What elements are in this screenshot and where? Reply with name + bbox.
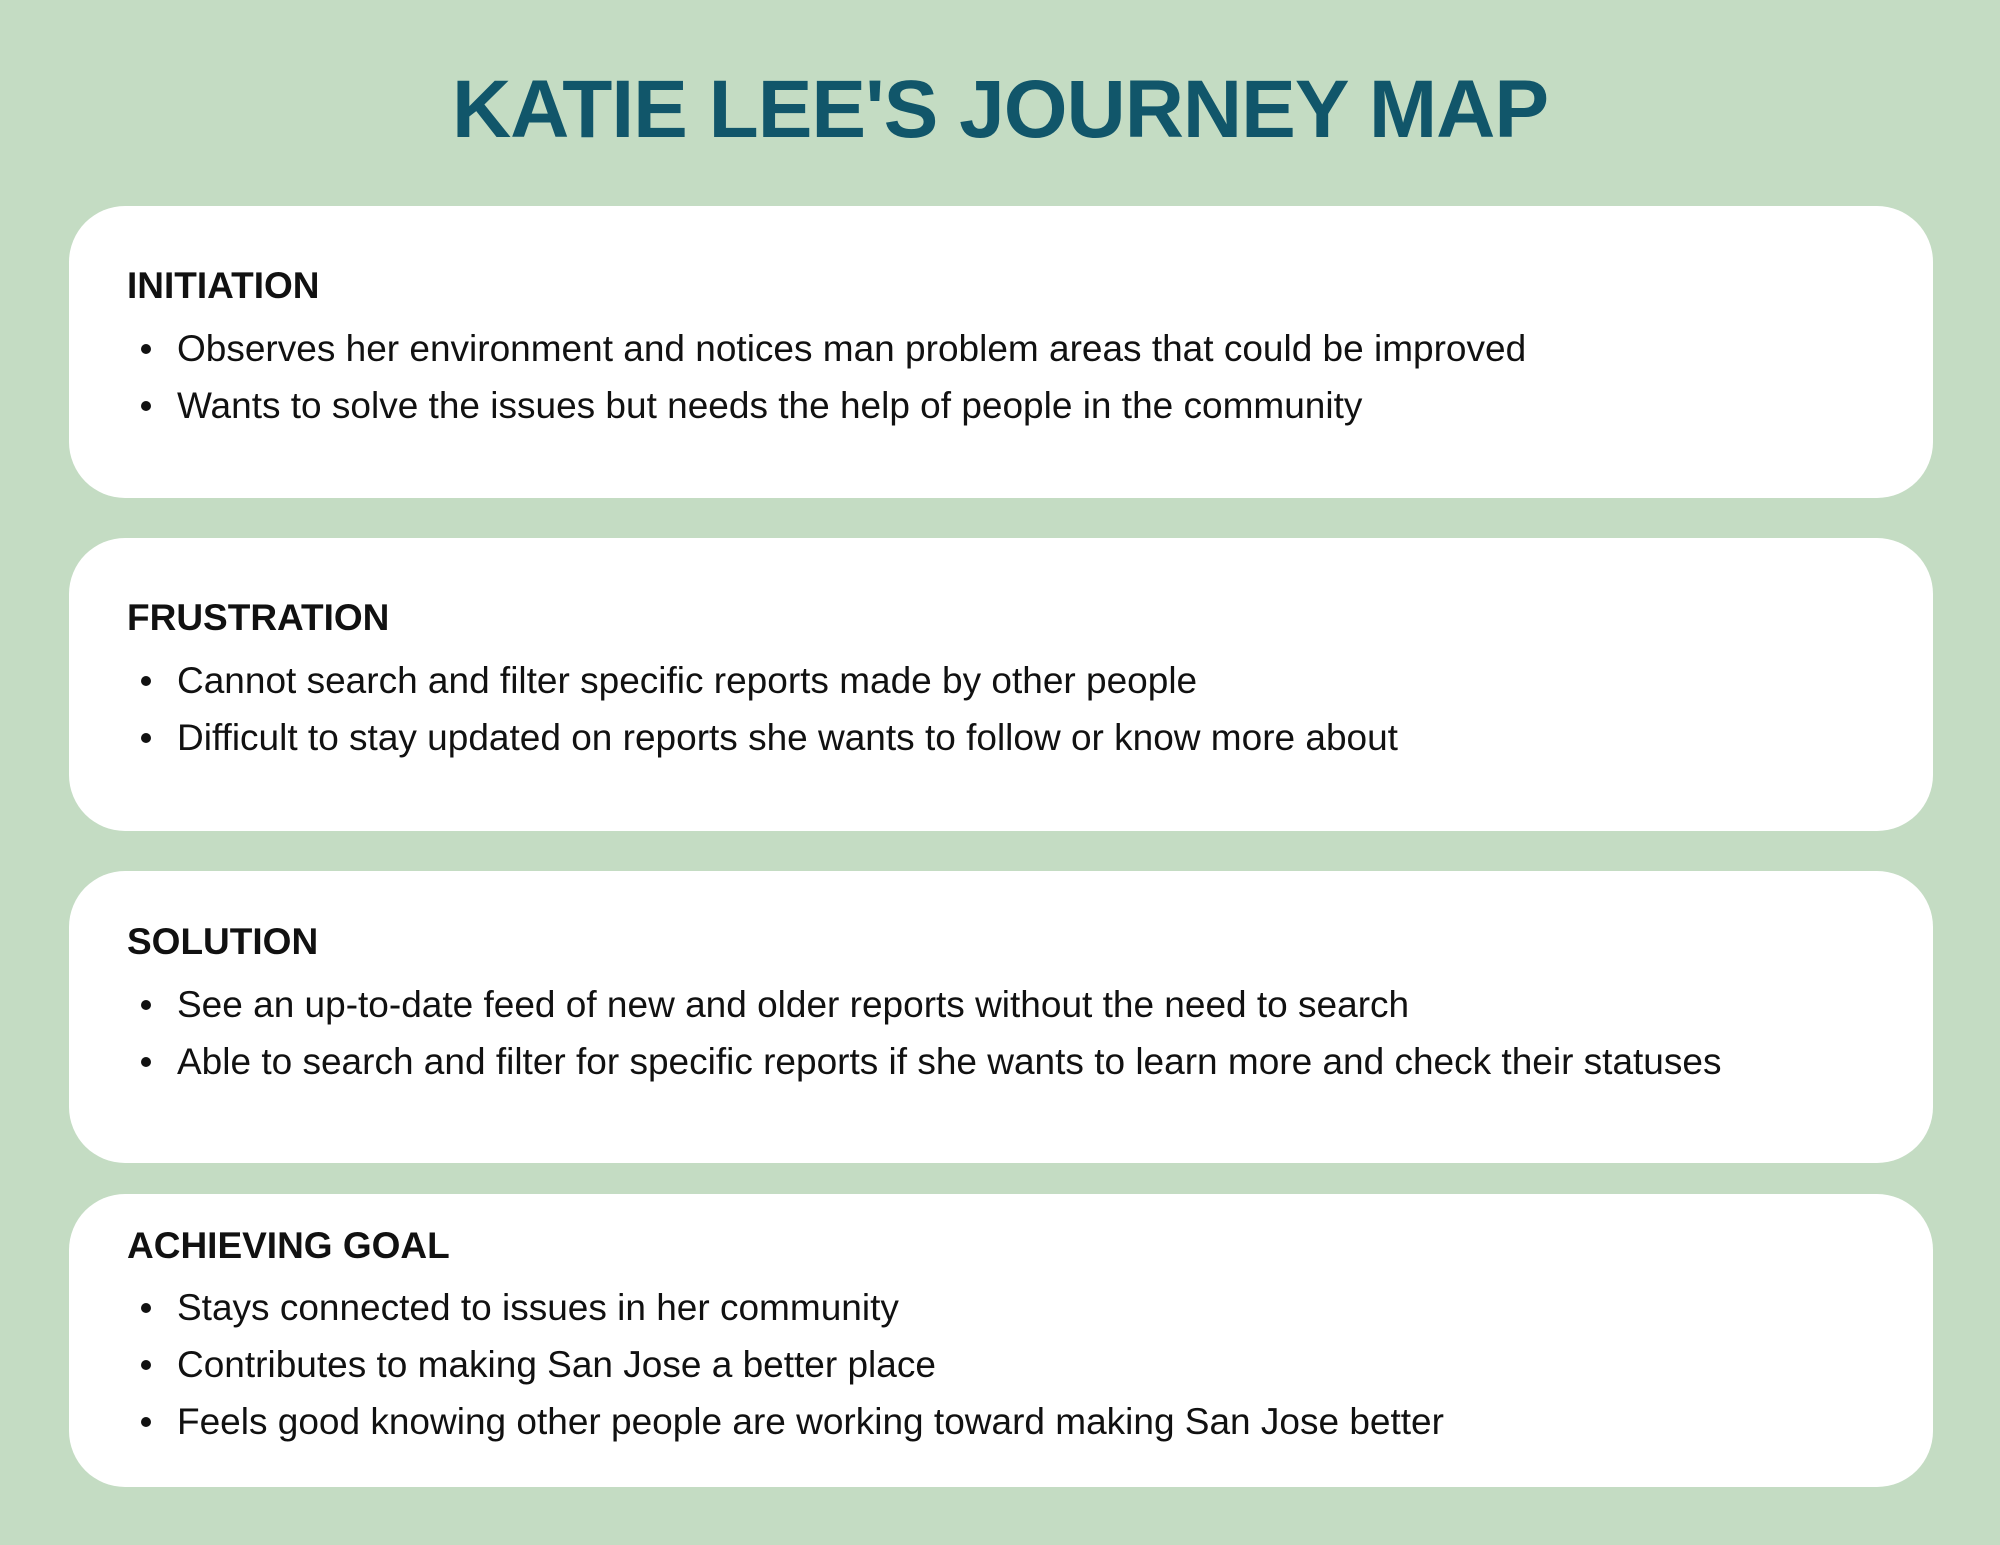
list-item: Able to search and filter for specific r…	[127, 1033, 1721, 1090]
stage-heading: SOLUTION	[127, 921, 319, 962]
bullet-icon	[141, 1057, 151, 1067]
bullet-icon	[141, 401, 151, 411]
list-item-text: See an up-to-date feed of new and older …	[177, 984, 1410, 1025]
stage-heading: FRUSTRATION	[127, 597, 390, 638]
list-item: Cannot search and filter specific report…	[127, 652, 1398, 709]
list-item-text: Feels good knowing other people are work…	[177, 1401, 1444, 1442]
bullet-icon	[141, 1417, 151, 1427]
list-item-text: Contributes to making San Jose a better …	[177, 1344, 936, 1385]
stage-list: Stays connected to issues in her communi…	[127, 1279, 1444, 1450]
list-item: Wants to solve the issues but needs the …	[127, 377, 1526, 434]
stage-list: See an up-to-date feed of new and older …	[127, 976, 1721, 1090]
list-item-text: Cannot search and filter specific report…	[177, 660, 1198, 701]
bullet-icon	[141, 676, 151, 686]
list-item-text: Able to search and filter for specific r…	[177, 1041, 1722, 1082]
list-item: Contributes to making San Jose a better …	[127, 1336, 1444, 1393]
list-item: Observes her environment and notices man…	[127, 320, 1526, 377]
stage-heading: ACHIEVING GOAL	[127, 1225, 450, 1266]
bullet-icon	[141, 733, 151, 743]
bullet-icon	[141, 1000, 151, 1010]
list-item-text: Difficult to stay updated on reports she…	[177, 717, 1398, 758]
list-item: Feels good knowing other people are work…	[127, 1393, 1444, 1450]
stage-list: Observes her environment and notices man…	[127, 320, 1526, 434]
list-item-text: Wants to solve the issues but needs the …	[177, 385, 1363, 426]
stage-card-solution: SOLUTION See an up-to-date feed of new a…	[69, 871, 1933, 1163]
list-item: Stays connected to issues in her communi…	[127, 1279, 1444, 1336]
stage-heading: INITIATION	[127, 265, 320, 306]
list-item-text: Observes her environment and notices man…	[177, 328, 1527, 369]
page-title: KATIE LEE'S JOURNEY MAP	[451, 64, 1549, 155]
bullet-icon	[141, 1303, 151, 1313]
stage-card-achieving-goal: ACHIEVING GOAL Stays connected to issues…	[69, 1194, 1933, 1487]
stage-card-frustration: FRUSTRATION Cannot search and filter spe…	[69, 538, 1933, 831]
bullet-icon	[141, 344, 151, 354]
bullet-icon	[141, 1360, 151, 1370]
list-item-text: Stays connected to issues in her communi…	[177, 1287, 899, 1328]
list-item: See an up-to-date feed of new and older …	[127, 976, 1721, 1033]
list-item: Difficult to stay updated on reports she…	[127, 709, 1398, 766]
stage-card-initiation: INITIATION Observes her environment and …	[69, 206, 1933, 498]
stage-list: Cannot search and filter specific report…	[127, 652, 1398, 766]
